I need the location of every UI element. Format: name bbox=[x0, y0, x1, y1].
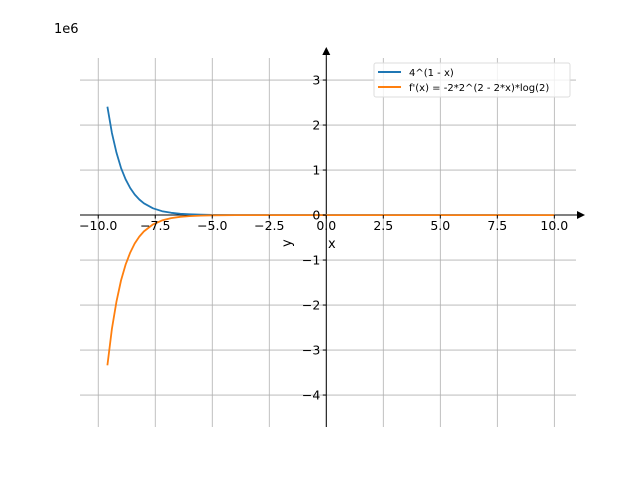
y-axis-label: y bbox=[280, 239, 295, 247]
x-tick-label: 7.5 bbox=[487, 218, 507, 233]
x-tick-label: 10.0 bbox=[540, 218, 568, 233]
offset-text: 1e6 bbox=[54, 22, 79, 37]
legend: 4^(1 - x) f'(x) = -2*2^(2 - 2*x)*log(2) bbox=[373, 62, 571, 98]
x-tick-label: −5.0 bbox=[197, 218, 227, 233]
y-tick-label: 2 bbox=[312, 118, 320, 133]
x-tick-label: 5.0 bbox=[430, 218, 450, 233]
series-line-1 bbox=[106, 214, 555, 366]
y-tick-label: −1 bbox=[302, 253, 320, 268]
x-tick-label: −10.0 bbox=[79, 218, 117, 233]
x-tick-label: −7.5 bbox=[140, 218, 170, 233]
y-tick-label: −4 bbox=[302, 388, 320, 403]
y-tick-label: −3 bbox=[302, 343, 320, 358]
y-tick-label: 3 bbox=[312, 73, 320, 88]
x-axis-label: x bbox=[328, 237, 336, 252]
y-tick-label: −2 bbox=[302, 298, 320, 313]
legend-label-1: f'(x) = -2*2^(2 - 2*x)*log(2) bbox=[409, 83, 549, 94]
y-tick-label: 1 bbox=[312, 163, 320, 178]
x-tick-label: −2.5 bbox=[254, 218, 284, 233]
x-tick-label: 2.5 bbox=[373, 218, 393, 233]
legend-label-0: 4^(1 - x) bbox=[409, 68, 454, 79]
x-axis-arrow-icon bbox=[577, 211, 585, 220]
y-axis-arrow-icon bbox=[322, 47, 331, 55]
y-tick-label: 0 bbox=[312, 208, 320, 223]
x-tick-label: 0.0 bbox=[316, 218, 336, 233]
series-line-0 bbox=[106, 106, 555, 216]
